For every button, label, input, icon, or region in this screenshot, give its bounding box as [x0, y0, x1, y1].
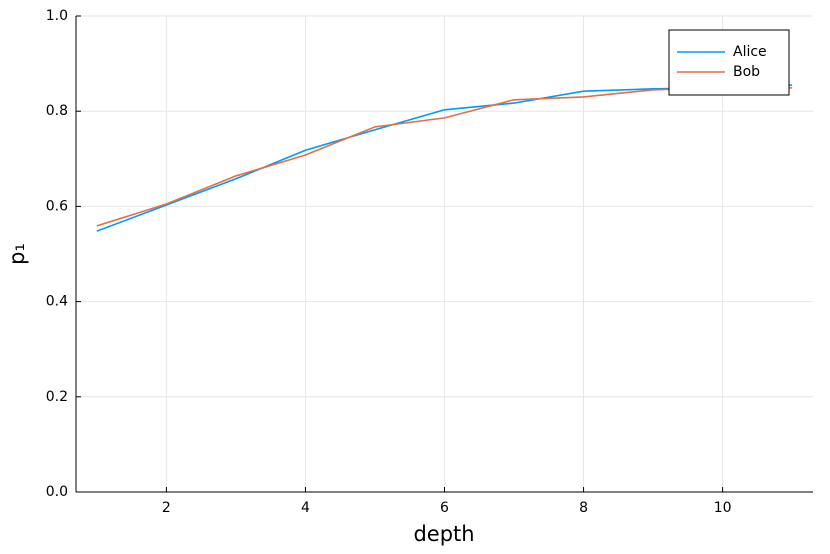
y-axis-title: p₁ [5, 243, 29, 265]
y-tick-label: 1.0 [46, 8, 68, 24]
legend-box [668, 29, 790, 96]
x-tick-label: 10 [714, 500, 732, 516]
legend-label: Alice [733, 44, 767, 60]
y-tick-label: 0.4 [46, 294, 68, 310]
x-tick-label: 4 [301, 500, 310, 516]
y-tick-label: 0.0 [46, 484, 68, 500]
y-tick-label: 0.8 [46, 103, 68, 119]
y-tick-label: 0.2 [46, 389, 68, 405]
x-axis-title: depth [413, 522, 474, 546]
legend: Alice Bob [668, 29, 790, 96]
x-tick-label: 8 [579, 500, 588, 516]
y-tick-label: 0.6 [46, 198, 68, 214]
x-tick-label: 2 [162, 500, 171, 516]
legend-label: Bob [733, 64, 760, 80]
x-tick-label: 6 [440, 500, 449, 516]
